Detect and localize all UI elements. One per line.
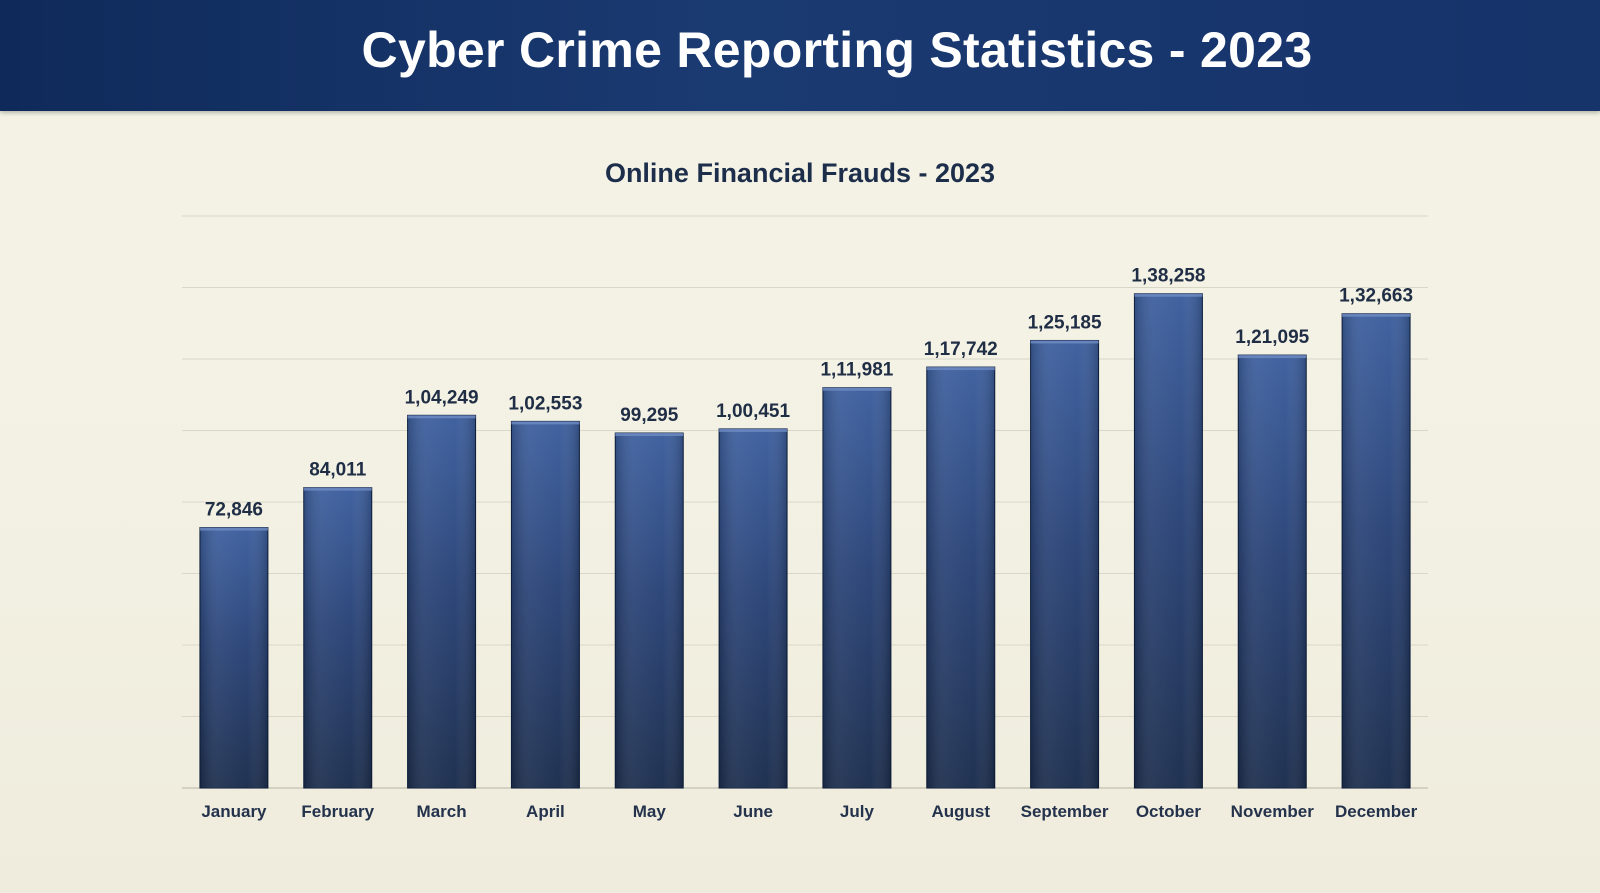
value-label-august: 1,17,742: [924, 339, 998, 360]
value-label-october: 1,38,258: [1131, 266, 1205, 287]
category-label-march: March: [417, 802, 467, 821]
value-label-july: 1,11,981: [820, 360, 893, 381]
bar-shading: [1134, 293, 1203, 788]
bar-top-highlight: [303, 487, 372, 491]
bar-top-highlight: [1030, 340, 1099, 344]
value-label-september: 1,25,185: [1028, 312, 1102, 333]
bars: [199, 293, 1411, 789]
bar-shading: [1238, 355, 1307, 788]
bar-shading: [407, 415, 476, 788]
bar-top-highlight: [719, 428, 788, 432]
bar-shading: [1030, 340, 1099, 788]
category-label-december: December: [1335, 802, 1418, 821]
value-label-november: 1,21,095: [1235, 327, 1309, 348]
slide-title: Cyber Crime Reporting Statistics - 2023: [361, 22, 1313, 78]
bar-top-highlight: [1134, 293, 1203, 297]
category-label-january: January: [201, 802, 267, 821]
bar-shading: [719, 428, 788, 788]
bar-shading: [615, 433, 684, 788]
value-label-march: 1,04,249: [405, 387, 479, 408]
bar-top-highlight: [407, 415, 476, 419]
category-label-april: April: [526, 802, 565, 821]
value-label-january: 72,846: [205, 500, 263, 521]
category-label-october: October: [1136, 802, 1202, 821]
bar-shading: [511, 421, 580, 788]
bar-top-highlight: [1342, 313, 1411, 317]
bar-shading: [303, 487, 372, 788]
bar-top-highlight: [511, 421, 580, 425]
category-label-july: July: [840, 802, 875, 821]
value-label-february: 84,011: [309, 460, 366, 481]
title-banner: [0, 0, 1600, 111]
bar-top-highlight: [1238, 355, 1307, 359]
category-label-june: June: [733, 802, 773, 821]
bar-top-highlight: [926, 367, 995, 371]
category-labels: January February March April May June July Augu…: [201, 802, 1417, 821]
value-label-may: 99,295: [620, 405, 679, 426]
value-labels: 72,846 84,011 1,04,249 1,02,553 99,295 1,00,4…: [205, 266, 1413, 521]
category-label-november: November: [1231, 802, 1315, 821]
chart-title: Online Financial Frauds - 2023: [604, 158, 996, 188]
value-label-april: 1,02,553: [508, 393, 582, 414]
bar-shading: [199, 527, 268, 788]
value-label-june: 1,00,451: [716, 401, 790, 422]
bar-shading: [926, 367, 995, 788]
bar-top-highlight: [822, 387, 891, 391]
bar-top-highlight: [199, 527, 268, 531]
category-label-february: February: [301, 802, 374, 821]
gridlines: [182, 215, 1428, 789]
category-label-august: August: [931, 802, 990, 821]
bar-shading: [822, 387, 891, 788]
category-label-may: May: [633, 802, 667, 821]
category-label-september: September: [1021, 802, 1109, 821]
bar-shading: [1342, 313, 1411, 788]
bar-top-highlight: [615, 433, 684, 437]
value-label-december: 1,32,663: [1339, 286, 1413, 307]
